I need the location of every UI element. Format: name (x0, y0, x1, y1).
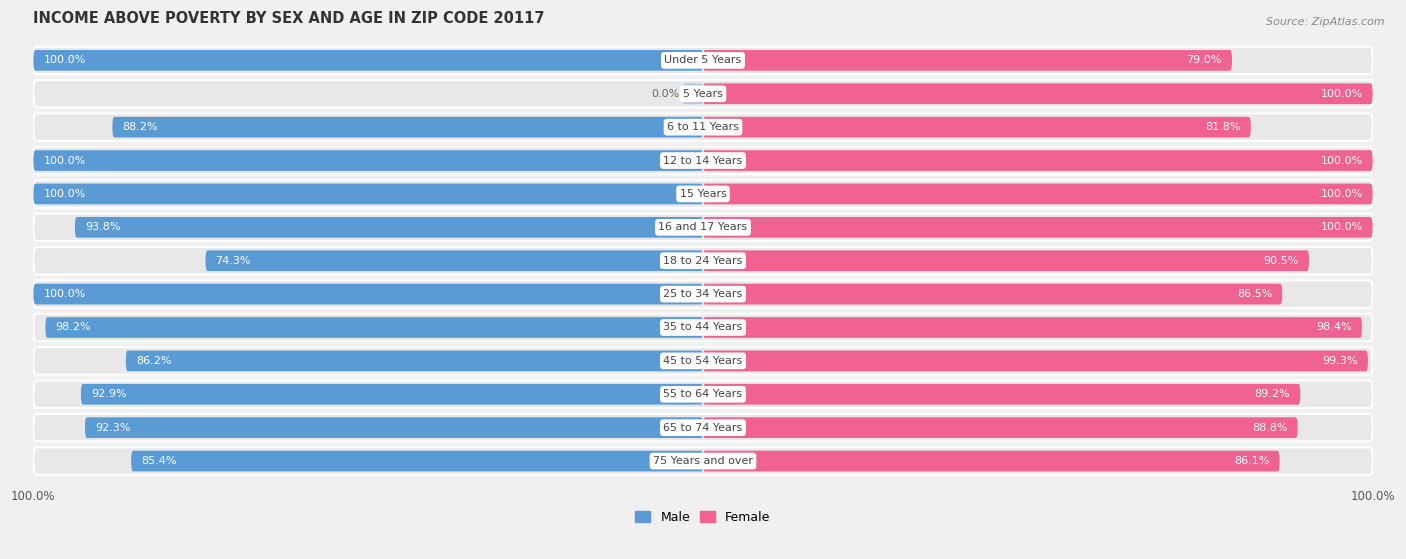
FancyBboxPatch shape (703, 150, 1372, 171)
FancyBboxPatch shape (45, 317, 703, 338)
FancyBboxPatch shape (34, 281, 1372, 308)
Text: 100.0%: 100.0% (44, 289, 86, 299)
Text: 88.8%: 88.8% (1251, 423, 1288, 433)
Text: 100.0%: 100.0% (1320, 89, 1362, 99)
Text: 100.0%: 100.0% (44, 189, 86, 199)
FancyBboxPatch shape (34, 183, 703, 204)
Text: 18 to 24 Years: 18 to 24 Years (664, 255, 742, 266)
FancyBboxPatch shape (703, 384, 1301, 405)
FancyBboxPatch shape (34, 147, 1372, 174)
Text: 100.0%: 100.0% (1320, 222, 1362, 233)
FancyBboxPatch shape (34, 47, 1372, 74)
FancyBboxPatch shape (703, 217, 1372, 238)
Text: 86.5%: 86.5% (1237, 289, 1272, 299)
FancyBboxPatch shape (683, 83, 703, 104)
Text: 25 to 34 Years: 25 to 34 Years (664, 289, 742, 299)
Text: 45 to 54 Years: 45 to 54 Years (664, 356, 742, 366)
Text: Under 5 Years: Under 5 Years (665, 55, 741, 65)
FancyBboxPatch shape (84, 418, 703, 438)
FancyBboxPatch shape (34, 150, 703, 171)
FancyBboxPatch shape (34, 80, 1372, 107)
Text: 89.2%: 89.2% (1254, 389, 1291, 399)
FancyBboxPatch shape (34, 447, 1372, 475)
Text: 92.3%: 92.3% (96, 423, 131, 433)
Text: 79.0%: 79.0% (1187, 55, 1222, 65)
FancyBboxPatch shape (703, 418, 1298, 438)
Text: 100.0%: 100.0% (44, 55, 86, 65)
Text: 16 and 17 Years: 16 and 17 Years (658, 222, 748, 233)
Text: 35 to 44 Years: 35 to 44 Years (664, 323, 742, 333)
Text: 86.2%: 86.2% (136, 356, 172, 366)
Text: 6 to 11 Years: 6 to 11 Years (666, 122, 740, 132)
Text: 0.0%: 0.0% (651, 89, 679, 99)
Text: 98.2%: 98.2% (55, 323, 91, 333)
FancyBboxPatch shape (34, 214, 1372, 241)
Text: 88.2%: 88.2% (122, 122, 157, 132)
Text: 98.4%: 98.4% (1316, 323, 1353, 333)
FancyBboxPatch shape (34, 180, 1372, 207)
FancyBboxPatch shape (205, 250, 703, 271)
FancyBboxPatch shape (112, 117, 703, 138)
Text: 12 to 14 Years: 12 to 14 Years (664, 155, 742, 165)
FancyBboxPatch shape (703, 317, 1362, 338)
Text: 90.5%: 90.5% (1264, 255, 1299, 266)
FancyBboxPatch shape (703, 350, 1368, 371)
FancyBboxPatch shape (34, 247, 1372, 274)
Text: 75 Years and over: 75 Years and over (652, 456, 754, 466)
FancyBboxPatch shape (34, 284, 703, 305)
FancyBboxPatch shape (703, 183, 1372, 204)
FancyBboxPatch shape (34, 381, 1372, 408)
Text: 100.0%: 100.0% (1320, 155, 1362, 165)
Text: 74.3%: 74.3% (215, 255, 252, 266)
Text: 99.3%: 99.3% (1323, 356, 1358, 366)
Text: 15 Years: 15 Years (679, 189, 727, 199)
Text: 86.1%: 86.1% (1234, 456, 1270, 466)
Legend: Male, Female: Male, Female (631, 507, 775, 527)
FancyBboxPatch shape (131, 451, 703, 471)
FancyBboxPatch shape (34, 414, 1372, 442)
FancyBboxPatch shape (34, 347, 1372, 375)
Text: 81.8%: 81.8% (1205, 122, 1240, 132)
FancyBboxPatch shape (34, 50, 703, 71)
Text: 85.4%: 85.4% (141, 456, 177, 466)
FancyBboxPatch shape (703, 83, 1372, 104)
Text: 100.0%: 100.0% (44, 155, 86, 165)
Text: 100.0%: 100.0% (1320, 189, 1362, 199)
FancyBboxPatch shape (34, 113, 1372, 141)
Text: 92.9%: 92.9% (91, 389, 127, 399)
FancyBboxPatch shape (703, 451, 1279, 471)
FancyBboxPatch shape (703, 117, 1251, 138)
FancyBboxPatch shape (75, 217, 703, 238)
Text: Source: ZipAtlas.com: Source: ZipAtlas.com (1267, 17, 1385, 27)
FancyBboxPatch shape (703, 284, 1282, 305)
FancyBboxPatch shape (125, 350, 703, 371)
Text: 65 to 74 Years: 65 to 74 Years (664, 423, 742, 433)
Text: 93.8%: 93.8% (84, 222, 121, 233)
FancyBboxPatch shape (703, 250, 1309, 271)
FancyBboxPatch shape (82, 384, 703, 405)
FancyBboxPatch shape (34, 314, 1372, 341)
FancyBboxPatch shape (703, 50, 1232, 71)
Text: 55 to 64 Years: 55 to 64 Years (664, 389, 742, 399)
Text: 5 Years: 5 Years (683, 89, 723, 99)
Text: INCOME ABOVE POVERTY BY SEX AND AGE IN ZIP CODE 20117: INCOME ABOVE POVERTY BY SEX AND AGE IN Z… (34, 11, 546, 26)
